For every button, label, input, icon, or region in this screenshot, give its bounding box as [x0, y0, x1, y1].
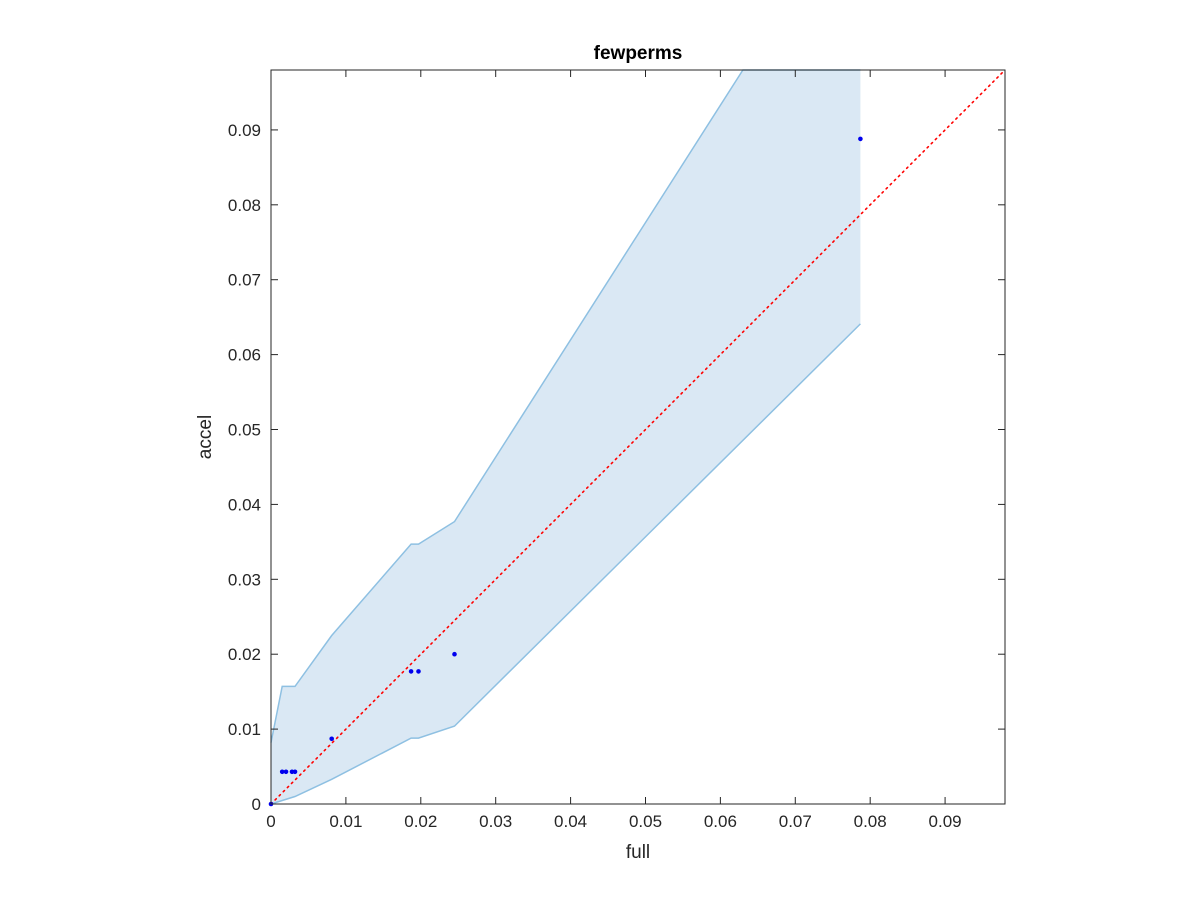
x-tick-label: 0.09: [929, 812, 962, 831]
confidence-band-lower-edge: [270, 323, 861, 805]
x-tick-label: 0.08: [854, 812, 887, 831]
data-point: [408, 669, 414, 674]
y-tick-label: 0.02: [228, 645, 261, 664]
x-axis-label: full: [626, 842, 650, 863]
data-point: [329, 736, 335, 742]
x-tick-label: 0.07: [779, 812, 812, 831]
data-point: [452, 651, 457, 657]
x-tick-label: 0.05: [629, 812, 662, 831]
y-tick-label: 0.04: [228, 495, 261, 514]
confidence-band-fill: [271, 70, 861, 804]
y-tick-label: 0.01: [228, 720, 261, 739]
y-tick-label: 0.08: [228, 196, 261, 215]
chart-title: fewperms: [594, 43, 683, 64]
y-tick-label: 0.03: [228, 570, 261, 589]
data-point: [283, 769, 289, 775]
plot-area: [268, 69, 1006, 807]
y-axis-label: accel: [195, 415, 216, 459]
data-points: [268, 136, 863, 807]
x-tick-label: 0.04: [554, 812, 587, 831]
axes: 0 0.01 0.02 0.03 0.04 0.05 0.06 0.07 0.08 0.09 00…: [228, 69, 1006, 831]
y-axis-ticks: 0 0.01 0.02 0.03 0.04 0.05 0.06 0.07 0.08 0.09: [228, 121, 1005, 814]
confidence-band-upper-edge: [270, 69, 861, 743]
y-tick-label: 0.05: [228, 421, 261, 440]
y-tick-label: 0.06: [228, 346, 261, 365]
x-tick-label: 0.02: [404, 812, 437, 831]
x-tick-label: 0.01: [329, 812, 362, 831]
x-axis-ticks: 0 0.01 0.02 0.03 0.04 0.05 0.06 0.07 0.08 0.09: [266, 70, 962, 831]
y-tick-label: 0.09: [228, 121, 261, 140]
x-tick-label: 0.06: [704, 812, 737, 831]
data-point: [858, 136, 863, 142]
identity-reference-line: [270, 69, 1006, 805]
data-point: [292, 769, 298, 775]
data-point: [279, 769, 285, 775]
x-tick-label: 0.03: [479, 812, 512, 831]
y-tick-label: 0.07: [228, 271, 261, 290]
data-point: [416, 669, 421, 674]
y-tick-label: 0: [252, 795, 261, 814]
axes-box: [270, 69, 1006, 805]
x-tick-label: 0: [266, 812, 275, 831]
